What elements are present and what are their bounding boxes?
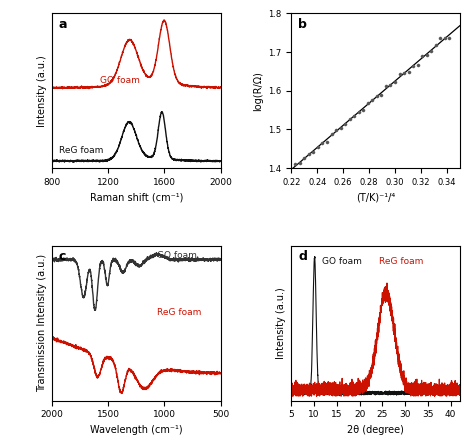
Point bbox=[373, 93, 381, 100]
Text: c: c bbox=[59, 250, 66, 263]
Point bbox=[310, 149, 317, 156]
X-axis label: (T/K)⁻¹/⁴: (T/K)⁻¹/⁴ bbox=[356, 193, 395, 202]
Point bbox=[428, 48, 435, 55]
Point bbox=[414, 62, 421, 69]
Text: ReG foam: ReG foam bbox=[59, 146, 103, 154]
Text: a: a bbox=[59, 18, 67, 31]
Point bbox=[359, 107, 367, 114]
Point bbox=[350, 113, 358, 120]
Point bbox=[437, 34, 444, 41]
Point bbox=[364, 100, 372, 107]
Point bbox=[305, 150, 313, 158]
Text: GO foam: GO foam bbox=[156, 251, 196, 260]
Point bbox=[405, 68, 412, 75]
X-axis label: Wavelength (cm⁻¹): Wavelength (cm⁻¹) bbox=[90, 425, 182, 435]
Point bbox=[391, 78, 399, 85]
Point bbox=[301, 155, 308, 162]
Point bbox=[419, 53, 426, 60]
Text: b: b bbox=[298, 18, 307, 31]
Y-axis label: log(R/Ω): log(R/Ω) bbox=[253, 71, 263, 111]
Text: d: d bbox=[298, 250, 307, 263]
Point bbox=[382, 83, 390, 90]
Y-axis label: Intensity (a.u.): Intensity (a.u.) bbox=[276, 287, 286, 359]
Point bbox=[432, 41, 439, 48]
Point bbox=[396, 70, 403, 77]
Point bbox=[368, 97, 376, 104]
Point bbox=[323, 138, 331, 146]
Text: ReG foam: ReG foam bbox=[156, 308, 201, 317]
Y-axis label: Transmission Intensity (a.u.): Transmission Intensity (a.u.) bbox=[36, 254, 46, 392]
Point bbox=[400, 70, 408, 77]
Text: ReG foam: ReG foam bbox=[379, 257, 423, 266]
Text: GO foam: GO foam bbox=[100, 76, 140, 85]
Point bbox=[423, 51, 430, 58]
Point bbox=[319, 139, 326, 146]
Y-axis label: Intensity (a.u.): Intensity (a.u.) bbox=[36, 55, 46, 127]
Point bbox=[410, 63, 417, 70]
Point bbox=[387, 81, 394, 88]
Point bbox=[332, 127, 340, 134]
Point bbox=[292, 160, 299, 167]
Point bbox=[296, 159, 303, 166]
X-axis label: 2θ (degree): 2θ (degree) bbox=[347, 425, 404, 435]
Point bbox=[337, 125, 345, 132]
Point bbox=[446, 34, 453, 41]
Text: GO foam: GO foam bbox=[322, 257, 362, 266]
Point bbox=[378, 92, 385, 99]
Point bbox=[355, 109, 363, 116]
Point bbox=[328, 130, 335, 137]
Point bbox=[441, 34, 449, 41]
X-axis label: Raman shift (cm⁻¹): Raman shift (cm⁻¹) bbox=[90, 193, 183, 202]
Point bbox=[346, 115, 354, 122]
Point bbox=[341, 120, 349, 127]
Point bbox=[314, 143, 322, 150]
